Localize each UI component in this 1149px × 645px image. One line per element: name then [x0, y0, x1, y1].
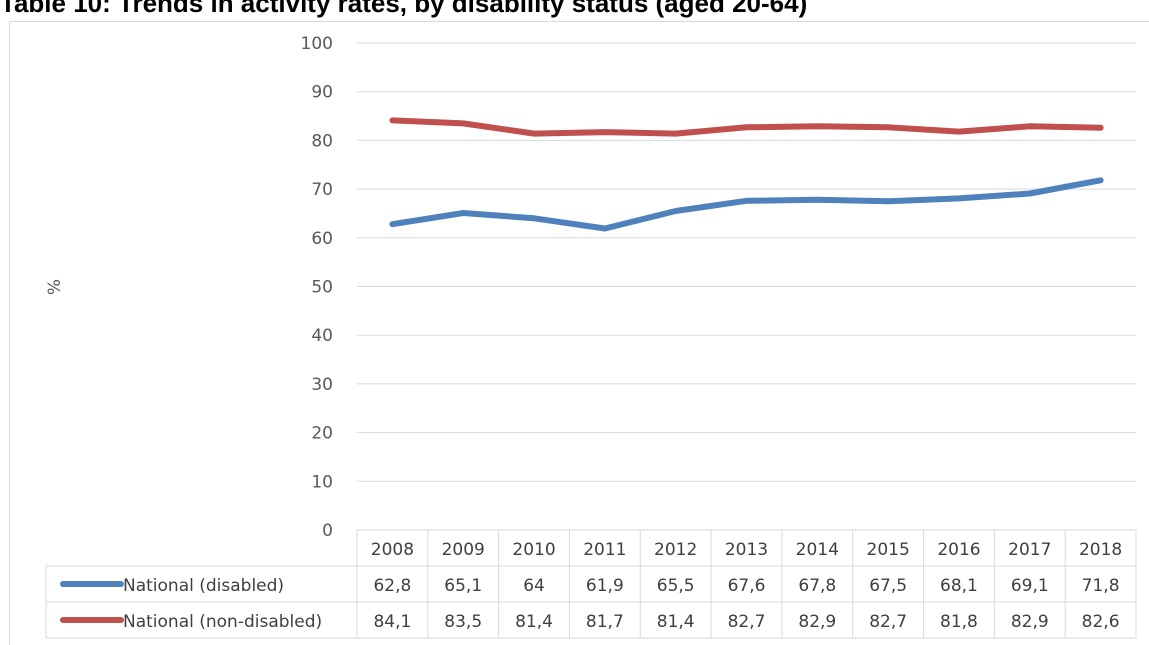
data-label: 82,6	[1082, 612, 1120, 632]
data-label: 64	[523, 576, 545, 596]
data-label: 65,1	[444, 576, 482, 596]
y-tick-label: 50	[311, 278, 333, 298]
y-tick-label: 100	[301, 34, 333, 54]
data-label: 67,8	[798, 576, 836, 596]
data-label: 65,5	[657, 576, 695, 596]
data-label: 82,9	[798, 612, 836, 632]
data-label: 81,4	[657, 612, 695, 632]
x-tick-label: 2018	[1079, 540, 1122, 560]
y-tick-label: 80	[311, 131, 333, 151]
y-axis-ticks: 0 10 20 30 40 50 60 70 80 90 100	[301, 34, 333, 541]
legend-entry: National (non-disabled)	[123, 612, 322, 632]
x-tick-label: 2014	[796, 540, 839, 560]
data-label: 67,6	[728, 576, 766, 596]
x-tick-label: 2017	[1008, 540, 1051, 560]
data-label: 61,9	[586, 576, 624, 596]
gridlines	[357, 42, 1136, 482]
data-label: 71,8	[1082, 576, 1120, 596]
x-tick-label: 2009	[442, 540, 485, 560]
legend-entry: National (disabled)	[123, 576, 284, 596]
y-tick-label: 60	[311, 229, 333, 249]
data-label: 81,4	[515, 612, 553, 632]
y-tick-label: 10	[311, 472, 333, 492]
data-label: 84,1	[373, 612, 411, 632]
y-tick-label: 70	[311, 180, 333, 200]
x-tick-label: 2013	[725, 540, 768, 560]
y-tick-label: 90	[311, 83, 333, 103]
series-line-disabled	[389, 177, 1104, 232]
x-tick-label: 2008	[371, 540, 414, 560]
y-tick-label: 20	[311, 424, 333, 444]
series-line-non-disabled	[389, 117, 1104, 137]
chart-frame	[9, 21, 1149, 645]
y-tick-label: 40	[311, 326, 333, 346]
chart-title: Table 10: Trends in activity rates, by d…	[0, 0, 808, 18]
x-tick-label: 2011	[583, 540, 626, 560]
data-label: 83,5	[444, 612, 482, 632]
data-label: 81,7	[586, 612, 624, 632]
data-table: 2008 2009 2010 2011 2012 2013 2014 2015 2016 2017…	[45, 529, 1137, 639]
y-tick-label: 30	[311, 375, 333, 395]
data-label: 67,5	[869, 576, 907, 596]
data-label: 62,8	[373, 576, 411, 596]
data-label: 68,1	[940, 576, 978, 596]
data-label: 82,7	[869, 612, 907, 632]
data-label: 82,9	[1011, 612, 1049, 632]
y-axis-label: %	[45, 279, 65, 295]
data-label: 82,7	[728, 612, 766, 632]
x-tick-label: 2015	[867, 540, 910, 560]
data-label: 81,8	[940, 612, 978, 632]
y-tick-label: 0	[322, 521, 333, 541]
x-tick-label: 2012	[654, 540, 697, 560]
x-tick-label: 2010	[512, 540, 555, 560]
series-lines	[389, 117, 1104, 232]
data-label: 69,1	[1011, 576, 1049, 596]
x-tick-label: 2016	[937, 540, 980, 560]
